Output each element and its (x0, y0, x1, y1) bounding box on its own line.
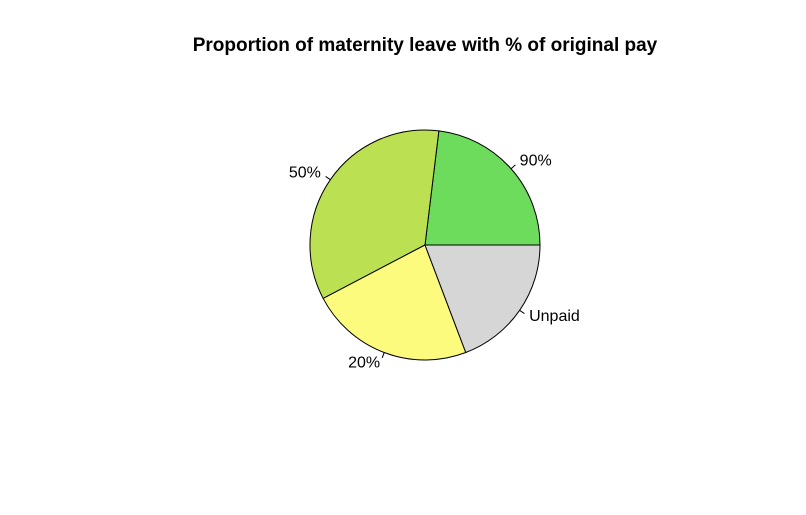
slice-label: 20% (348, 354, 380, 371)
pie-slice (322, 244, 467, 361)
chart-title: Proportion of maternity leave with % of … (193, 35, 658, 56)
slice-label: Unpaid (529, 308, 580, 325)
label-tick (519, 309, 525, 315)
slice-label: 50% (289, 164, 321, 181)
pie-slice (424, 130, 541, 246)
label-tick (381, 352, 385, 359)
slice-label: 90% (520, 152, 552, 169)
label-tick (510, 164, 516, 170)
label-tick (325, 175, 331, 181)
